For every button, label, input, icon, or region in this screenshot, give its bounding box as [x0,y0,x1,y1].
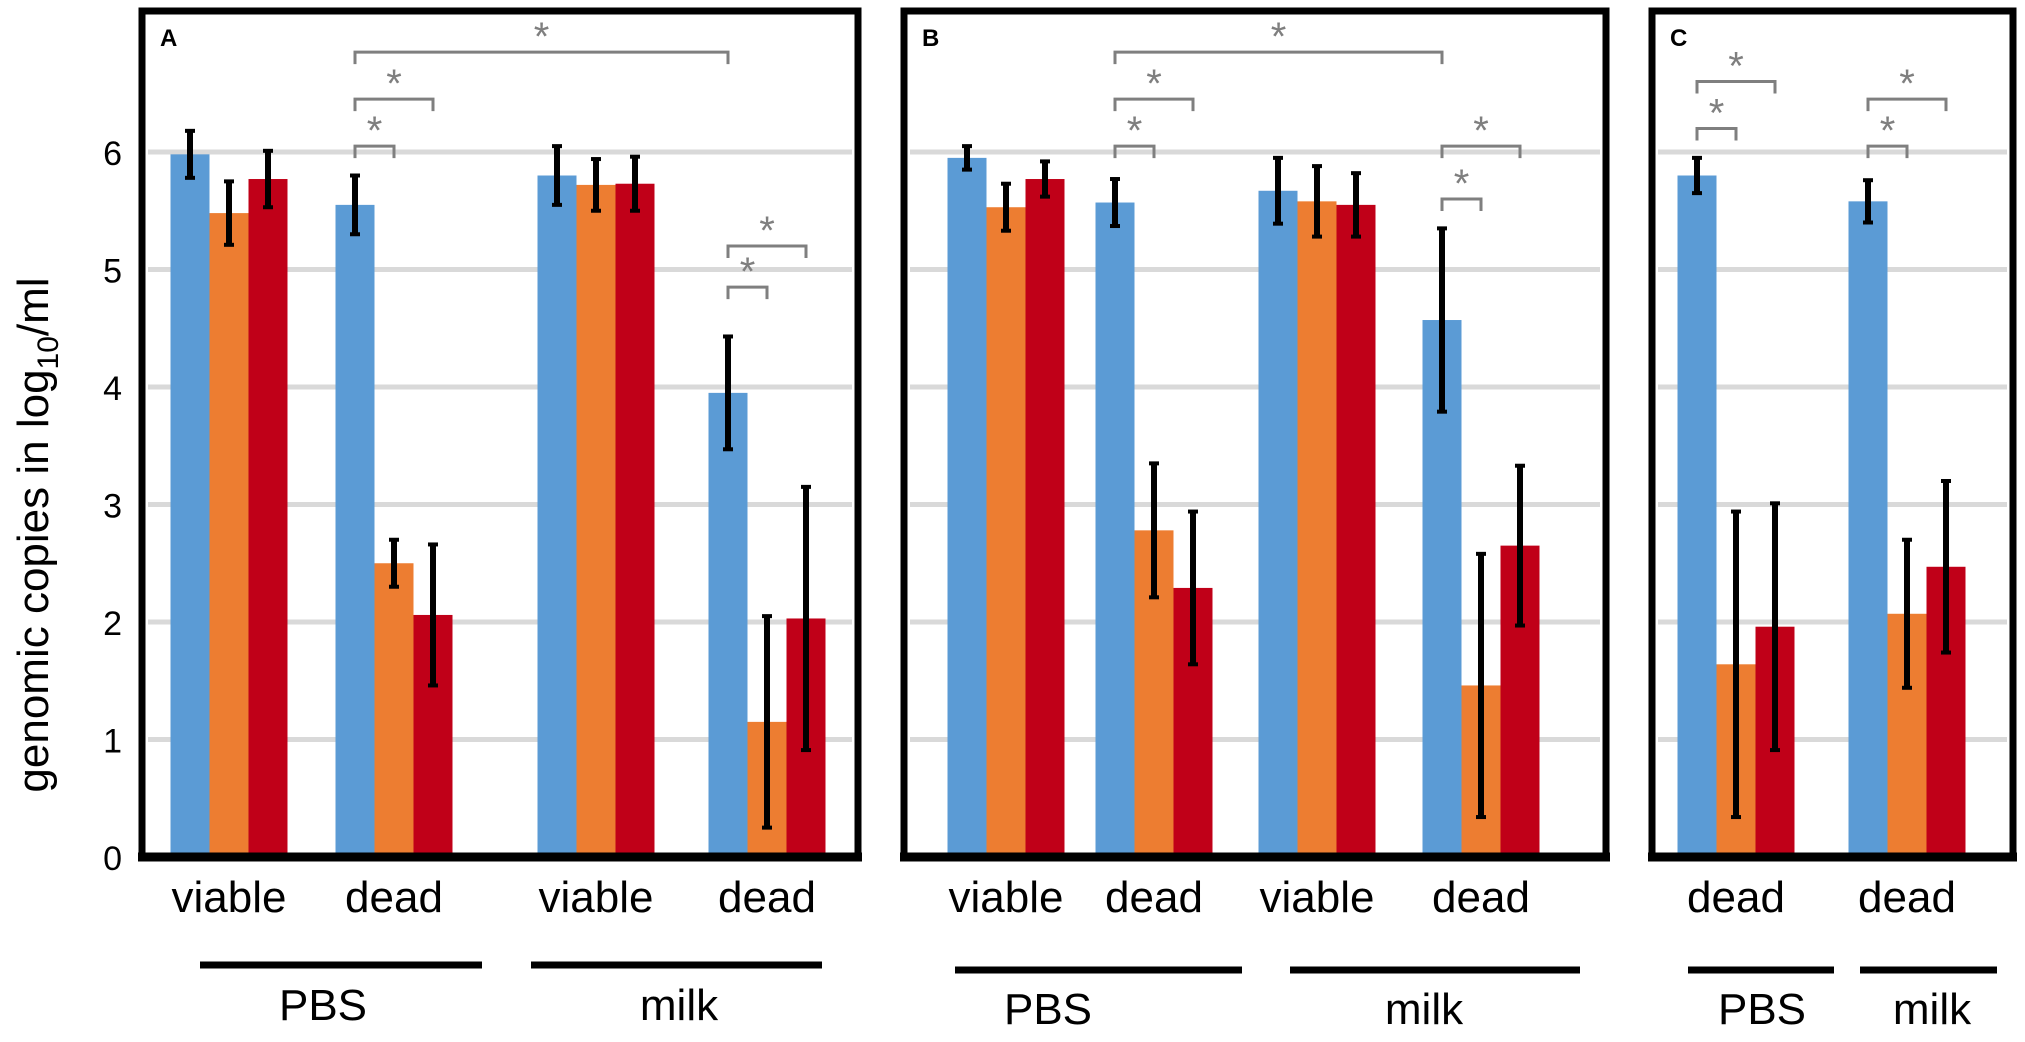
group-label: PBS [279,981,367,1030]
group-label: PBS [1004,985,1092,1034]
bar [1336,204,1376,857]
panel-letter: A [160,25,177,52]
group-label: milk [640,981,719,1030]
category-label: dead [1687,873,1785,922]
y-tick-label: 3 [103,488,122,526]
significance-star: * [1899,62,1915,106]
bar [1025,179,1065,857]
significance-star: * [386,62,402,106]
significance-bracket [1113,97,1195,112]
group-label: PBS [1718,985,1806,1034]
significance-bracket [1113,50,1444,65]
y-axis-label-subscript: 10 [32,336,65,369]
bar [170,154,210,858]
bar [335,204,375,857]
significance-star: * [1728,45,1744,89]
category-label: viable [172,873,287,922]
significance-bracket [726,285,769,300]
y-axis-label-text: genomic copies in log [9,369,58,792]
y-axis-label-unit: /ml [9,277,58,336]
category-label: dead [345,873,443,922]
bar [374,563,414,857]
category-label: viable [1260,873,1375,922]
category-label: viable [539,873,654,922]
significance-star: * [1709,92,1725,136]
significance-star: * [367,109,383,153]
category-label: dead [1432,873,1530,922]
significance-bracket [1695,80,1777,94]
category-label: dead [1858,873,1956,922]
y-tick-labels: 0 1 2 3 4 5 6 [103,135,122,878]
panel-letter: C [1670,25,1687,52]
group-label: milk [1385,985,1464,1034]
category-label: dead [718,873,816,922]
significance-star: * [1880,109,1896,153]
significance-bracket [1113,144,1156,159]
significance-star: * [740,250,756,294]
significance-bracket [353,97,435,112]
significance-bracket [1440,197,1483,211]
significance-star: * [1127,109,1143,153]
bar [986,207,1026,858]
y-tick-label: 0 [103,840,122,878]
bar [615,183,655,858]
significance-bracket [1866,97,1948,112]
significance-star: * [1454,162,1470,206]
significance-star: * [1146,62,1162,106]
significance-star: * [1473,109,1489,153]
bar [1848,201,1888,858]
y-tick-label: 1 [103,723,122,761]
bar [1258,190,1298,857]
significance-star: * [1271,15,1287,59]
significance-bracket [1866,144,1909,159]
y-axis-label: genomic copies in log10/ml [9,277,65,792]
panel-letter: B [922,25,939,52]
bar [576,184,616,857]
bar [1095,202,1135,857]
category-label: viable [949,873,1064,922]
y-tick-label: 6 [103,135,122,173]
bar [248,179,288,857]
significance-star: * [534,15,550,59]
y-tick-label: 5 [103,253,122,291]
category-label: dead [1105,873,1203,922]
significance-star: * [759,209,775,253]
y-tick-label: 4 [103,370,122,408]
significance-bracket [353,50,730,65]
bar [1677,175,1717,857]
bar [537,175,577,857]
significance-bracket [726,244,808,258]
significance-bracket [1695,127,1738,141]
y-tick-label: 2 [103,605,122,643]
group-label: milk [1893,985,1972,1034]
bar [1297,201,1337,858]
bar [947,157,987,857]
bar [209,213,249,858]
significance-bracket [1440,144,1522,159]
significance-bracket [353,144,396,159]
bar [708,392,748,857]
